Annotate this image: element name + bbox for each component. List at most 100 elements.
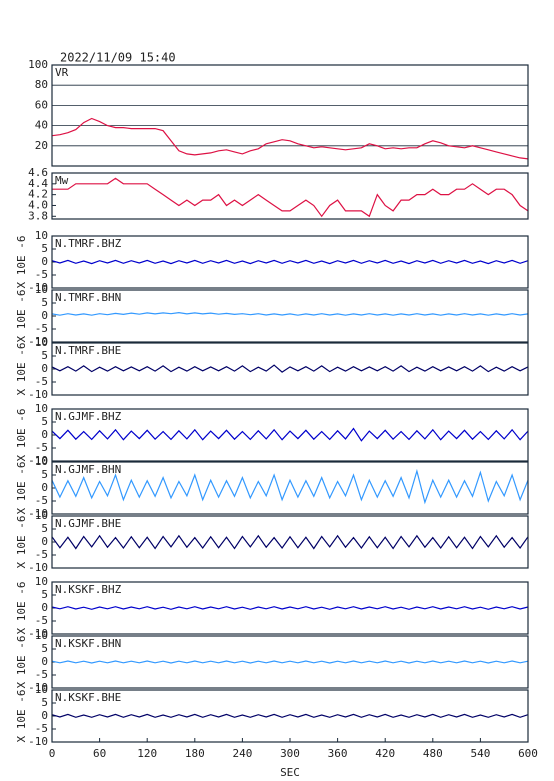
y-tick-label: 0: [41, 655, 48, 668]
panel-frame: [51, 235, 529, 289]
y-tick-label: 10: [35, 509, 48, 522]
x-tick-label: 180: [185, 747, 205, 760]
panel-frame: [51, 408, 529, 462]
y-tick-label: 3.8: [28, 209, 48, 222]
series-line: [51, 364, 529, 373]
panel-frame: [51, 515, 529, 569]
y-tick-label: -5: [35, 268, 48, 281]
y-tick-label: 0: [41, 481, 48, 494]
y-tick-label: 40: [35, 119, 48, 132]
y-tick-label: 100: [28, 58, 48, 71]
y-tick-label: 10: [35, 283, 48, 296]
x-tick-label: 0: [49, 747, 56, 760]
y-tick-label: 10: [35, 575, 48, 588]
panel-label: N.TMRF.BHZ: [55, 237, 122, 250]
chart-title: 2022/11/09 15:40: [60, 51, 176, 65]
y-tick-label: 4.6: [28, 166, 48, 179]
y-tick-label: -5: [35, 722, 48, 735]
y-axis-label: X 10E -6: [15, 582, 28, 635]
series-line: [51, 606, 529, 610]
y-tick-label: 0: [41, 255, 48, 268]
x-tick-label: 300: [280, 747, 300, 760]
y-tick-label: 10: [35, 455, 48, 468]
y-tick-label: 20: [35, 139, 48, 152]
y-tick-label: -10: [28, 627, 48, 640]
panel-label: N.KSKF.BHZ: [55, 583, 122, 596]
series-line: [51, 713, 529, 718]
y-tick-label: 0: [41, 535, 48, 548]
x-axis-label: SEC: [280, 766, 300, 779]
y-tick-label: 5: [41, 242, 48, 255]
x-tick-label: 420: [375, 747, 395, 760]
y-tick-label: 5: [41, 415, 48, 428]
panel-label: N.GJMF.BHE: [55, 517, 121, 530]
panel-label: N.TMRF.BHN: [55, 291, 121, 304]
y-tick-label: 10: [35, 629, 48, 642]
x-tick-label: 120: [137, 747, 157, 760]
y-tick-label: 5: [41, 468, 48, 481]
y-tick-label: -10: [28, 281, 48, 294]
x-tick-label: 240: [232, 747, 252, 760]
y-tick-label: 5: [41, 522, 48, 535]
y-tick-label: 0: [41, 309, 48, 322]
y-tick-label: 4.4: [28, 177, 48, 190]
series-line: [51, 427, 529, 442]
x-tick-label: 540: [470, 747, 490, 760]
y-tick-label: -5: [35, 375, 48, 388]
panel-frame: [51, 461, 529, 515]
y-tick-label: 5: [41, 588, 48, 601]
y-tick-label: -5: [35, 668, 48, 681]
panel-frame: [51, 689, 529, 743]
y-tick-label: 5: [41, 296, 48, 309]
panel-label: N.KSKF.BHE: [55, 691, 121, 704]
y-tick-label: 0: [41, 601, 48, 614]
series-line: [51, 468, 529, 505]
x-tick-label: 480: [423, 747, 443, 760]
series-line: [51, 259, 529, 265]
y-tick-label: -10: [28, 335, 48, 348]
y-tick-label: -10: [28, 735, 48, 748]
x-tick-label: 600: [518, 747, 538, 760]
y-tick-label: 0: [41, 709, 48, 722]
y-tick-label: -10: [28, 507, 48, 520]
y-tick-label: -5: [35, 548, 48, 561]
y-tick-label: 4.0: [28, 198, 48, 211]
y-tick-label: -10: [28, 561, 48, 574]
y-tick-label: 80: [35, 78, 48, 91]
y-axis-label: X 10E -6: [15, 409, 28, 462]
y-tick-label: 4.2: [28, 188, 48, 201]
y-tick-label: 0: [41, 428, 48, 441]
y-tick-label: -10: [28, 681, 48, 694]
y-tick-label: 10: [35, 683, 48, 696]
panel-frame: [51, 289, 529, 343]
panel-label: N.TMRF.BHE: [55, 344, 121, 357]
x-tick-label: 360: [328, 747, 348, 760]
series-line: [51, 311, 529, 316]
y-tick-label: 5: [41, 696, 48, 709]
panel-frame: [51, 635, 529, 689]
y-axis-label: X 10E -6: [15, 343, 28, 396]
y-tick-label: 10: [35, 402, 48, 415]
y-tick-label: -5: [35, 322, 48, 335]
panel-label: N.GJMF.BHN: [55, 463, 121, 476]
panel-label: Mw: [55, 174, 69, 187]
y-axis-label: X 10E -6: [15, 236, 28, 289]
y-tick-label: 10: [35, 229, 48, 242]
series-line: [52, 177, 529, 218]
panel-frame: [51, 342, 529, 396]
panel-label: VR: [55, 66, 69, 79]
y-axis-label: X 10E -6: [15, 690, 28, 743]
panel-frame: [51, 64, 529, 167]
x-tick-label: 60: [93, 747, 106, 760]
y-axis-label: X 10E -6: [15, 290, 28, 343]
y-tick-label: -10: [28, 454, 48, 467]
series-line: [51, 660, 529, 664]
panel-frame: [51, 172, 529, 220]
y-axis-label: X 10E -6: [15, 516, 28, 569]
y-axis-label: X 10E -6: [15, 462, 28, 515]
y-tick-label: -10: [28, 388, 48, 401]
y-tick-label: 60: [35, 98, 48, 111]
y-axis-label: X 10E -6: [15, 636, 28, 689]
panel-frame: [51, 581, 529, 635]
